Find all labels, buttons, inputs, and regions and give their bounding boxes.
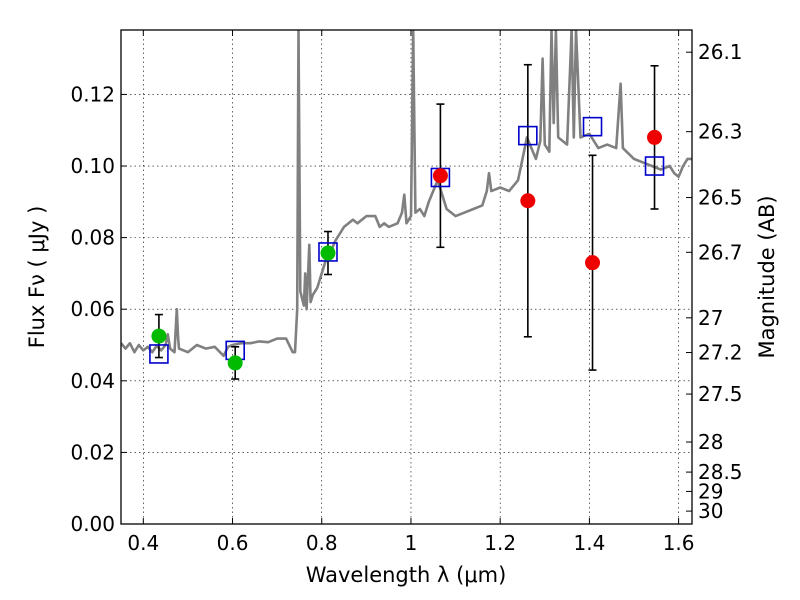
green-point [320, 245, 336, 261]
green-point [227, 355, 243, 371]
y-tick-label: 0.06 [70, 297, 115, 321]
model-square [518, 125, 538, 146]
x-tick-label: 1 [405, 531, 418, 555]
x-tick-label: 1.2 [484, 531, 516, 555]
y2-tick-label: 28 [698, 430, 723, 454]
y2-tick-label: 27.2 [698, 341, 743, 365]
y-tick-label: 0.04 [70, 369, 115, 393]
y2-tick-label: 28.5 [698, 460, 743, 484]
model-square [149, 344, 169, 364]
red-point [520, 193, 536, 209]
y-tick-label: 0.12 [70, 82, 115, 106]
y2-tick-label: 26.5 [698, 186, 743, 210]
plot-frame [120, 29, 693, 525]
y-tick-label: 0.02 [70, 440, 115, 464]
model-square [644, 156, 665, 176]
x-tick-label: 1.4 [573, 531, 605, 555]
model-square [582, 116, 603, 137]
y2-tick-label: 26.3 [698, 120, 743, 144]
y2-tick-label: 26.1 [698, 40, 743, 64]
y2-tick-label: 29 [698, 479, 723, 503]
y-tick-label: 0.08 [70, 226, 115, 250]
x-axis-label: Wavelength λ (μm) [306, 563, 507, 587]
axes: 0.4 0.6 0.8 1 1.2 1.4 1.6 0.00 0.02 0.04 0.06 0.08 0… [70, 30, 743, 555]
red-point [432, 168, 448, 184]
y2-tick-label: 30 [698, 499, 723, 523]
red-point [647, 129, 663, 145]
red-point [585, 255, 601, 271]
y2-axis-label: Magnitude (AB) [755, 195, 779, 358]
y2-tick-label: 27 [698, 306, 723, 330]
x-tick-label: 0.4 [127, 531, 159, 555]
y-tick-label: 0.10 [70, 154, 115, 178]
marker-layer [149, 63, 665, 380]
model-square [318, 242, 338, 262]
x-tick-label: 1.6 [663, 531, 695, 555]
sed-curve-line [121, 30, 692, 358]
y-tick-label: 0.00 [70, 512, 115, 536]
x-tick-label: 0.8 [306, 531, 338, 555]
data-layer [121, 30, 692, 358]
y2-tick-label: 27.5 [698, 382, 743, 406]
green-point [151, 328, 167, 344]
grid [121, 30, 692, 524]
y-axis-label: Flux Fν ( μJy ) [25, 206, 49, 349]
x-tick-label: 0.6 [217, 531, 249, 555]
y2-tick-label: 26.7 [698, 240, 743, 264]
